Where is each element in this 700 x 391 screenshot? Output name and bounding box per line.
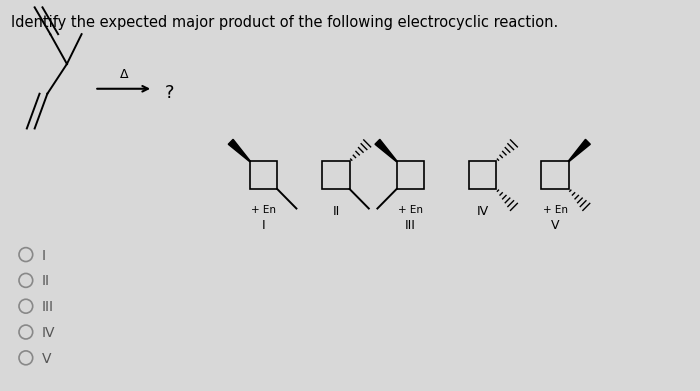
Polygon shape [228,139,250,161]
Text: ?: ? [164,84,174,102]
Text: III: III [405,219,416,232]
Bar [541,161,568,189]
Polygon shape [568,139,590,161]
Bar [469,161,496,189]
Text: II: II [41,274,50,289]
Text: + En: + En [398,205,423,215]
Text: III: III [41,300,53,314]
Text: + En: + En [251,205,276,215]
Text: IV: IV [41,326,55,340]
Text: V: V [551,219,559,232]
Text: I: I [262,219,265,232]
Bar [322,161,349,189]
Bar [397,161,424,189]
Text: Identify the expected major product of the following electrocyclic reaction.: Identify the expected major product of t… [11,15,559,30]
Bar [250,161,277,189]
Text: IV: IV [477,205,489,218]
Polygon shape [375,139,397,161]
Text: + En: + En [542,205,568,215]
Text: Δ: Δ [120,68,128,81]
Text: V: V [41,352,51,366]
Text: I: I [41,249,46,263]
Text: II: II [332,205,340,218]
